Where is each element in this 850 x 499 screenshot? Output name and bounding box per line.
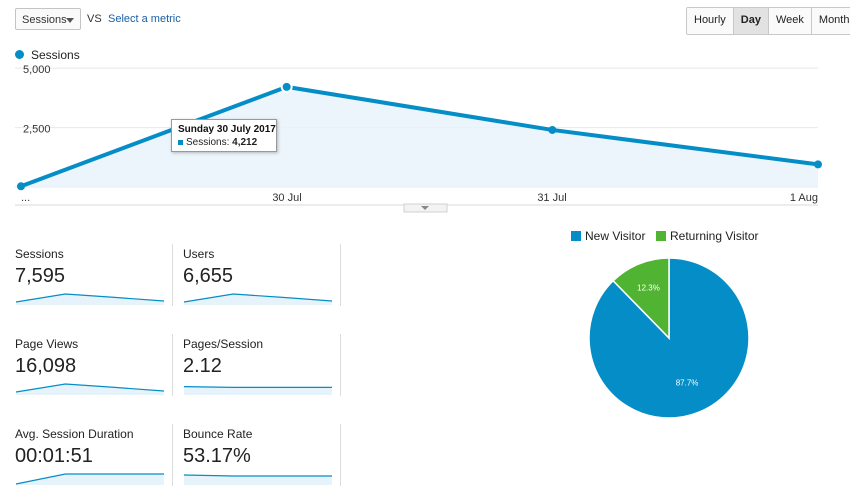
legend-returning-visitor[interactable]: Returning Visitor [670,229,759,243]
select-metric-link[interactable]: Select a metric [108,13,181,25]
metric-tile[interactable]: Pages/Session 2.12 [183,336,333,398]
granularity-toggle: Hourly Day Week Month [686,7,850,35]
sparkline-line [15,383,165,393]
metric-sparkline [183,474,332,485]
metric-label: Sessions [15,247,64,261]
tile-divider [340,334,341,396]
x-tick-label: 31 Jul [537,192,566,204]
tooltip-value: 4,212 [232,137,258,148]
series-points [17,80,822,191]
visitor-pie-chart: 87.7% 12.3% [588,257,750,419]
legend-new-visitor-swatch-icon [571,231,581,241]
series-line [20,84,819,189]
tile-divider [172,424,173,486]
metric-label: Page Views [15,337,79,351]
metric-value: 6,655 [183,265,234,287]
metric-sparkline [15,293,165,305]
metric-tile[interactable]: Page Views 16,098 [15,336,165,398]
metric-value: 00:01:51 [15,445,93,467]
metric-select[interactable]: Sessions [15,8,81,30]
metric-label: Avg. Session Duration [15,427,134,441]
sparkline-area [16,294,164,305]
metric-label: Users [183,247,215,261]
metric-value: 2.12 [183,355,222,377]
sparkline-line [183,386,332,388]
sparkline-line [15,293,165,303]
vs-label: VS [87,13,102,25]
tile-divider [172,244,173,306]
metric-value: 16,098 [15,355,77,377]
sparkline-area [16,384,164,395]
legend-new-visitor[interactable]: New Visitor [585,229,646,243]
pie-slice-returning-visitor[interactable] [612,257,670,340]
metric-tile[interactable]: Bounce Rate 53.17% [183,426,333,488]
x-tick-label: 30 Jul [272,192,301,204]
metric-tile[interactable]: Avg. Session Duration 00:01:51 [15,426,165,488]
tooltip-series-swatch-icon [178,140,183,145]
metric-label: Pages/Session [183,337,264,351]
tile-divider [340,424,341,486]
sparkline-area [184,386,332,395]
tooltip-row: Sessions: 4,212 [186,137,257,148]
y-tick-label: 2,500 [23,124,51,136]
y-tick-label: 5,000 [23,64,51,76]
x-tick-label: 1 Aug [790,192,818,204]
data-point[interactable] [814,160,822,169]
pie-data-label: 12.3% [637,284,660,293]
metric-value: 53.17% [183,445,251,467]
legend-returning-visitor-swatch-icon [656,231,666,241]
data-point-hover[interactable] [280,80,293,93]
chevron-down-icon [66,18,74,23]
sparkline-line [15,473,164,485]
metric-sparkline [15,383,165,395]
metric-sparkline [183,386,332,395]
sparkline-line [183,474,332,477]
legend-series-name[interactable]: Sessions [31,48,80,62]
sparkline-area [184,294,332,305]
tile-divider [172,334,173,396]
y-tick-labels: 5,000 2,500 [23,64,51,135]
metric-tile[interactable]: Users 6,655 [183,246,333,308]
sparkline-line [183,293,333,303]
metric-value: 7,595 [15,265,66,287]
data-point[interactable] [548,125,557,134]
chart-tooltip: Sunday 30 July 2017 Sessions: 4,212 [171,119,277,152]
sparkline-area [184,475,332,485]
legend-dot-icon [15,50,24,59]
chevron-down-icon [421,206,429,210]
metric-select-label: Sessions [22,14,67,26]
x-tick-label: ... [21,192,30,204]
hourly-button[interactable]: Hourly [687,8,734,34]
metric-tile[interactable]: Sessions 7,595 [15,246,165,308]
pie-data-label: 87.7% [676,378,699,387]
tooltip-series-label: Sessions: [186,137,230,148]
month-button[interactable]: Month [811,8,850,34]
tile-divider [340,244,341,306]
sessions-line-chart: 5,000 2,500 ... 30 Jul 31 Jul 1 Aug [15,64,822,213]
metric-sparkline [15,473,164,485]
tooltip-title: Sunday 30 July 2017 [178,124,276,135]
x-tick-labels: ... 30 Jul 31 Jul 1 Aug [21,192,818,204]
metric-label: Bounce Rate [183,427,253,441]
series-area [21,86,818,187]
metric-sparkline [183,293,333,305]
day-button[interactable]: Day [733,8,769,34]
week-button[interactable]: Week [768,8,812,34]
data-point[interactable] [17,182,25,191]
